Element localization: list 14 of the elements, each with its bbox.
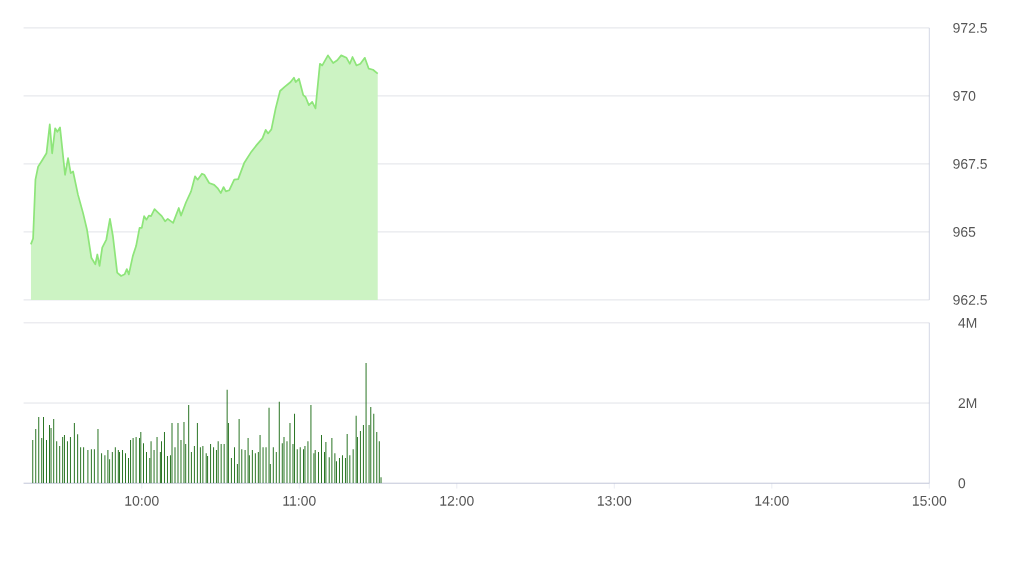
x-tick-label: 10:00 bbox=[125, 495, 159, 506]
y-tick-label: 967.5 bbox=[953, 159, 987, 169]
x-tick-label: 11:00 bbox=[283, 495, 316, 506]
x-tick-label: 12:00 bbox=[440, 495, 474, 506]
x-tick-label: 15:00 bbox=[912, 495, 947, 506]
y-tick-label: 965 bbox=[953, 227, 976, 237]
y-tick-label: 970 bbox=[953, 91, 976, 101]
y-tick-label: 4M bbox=[958, 318, 977, 328]
y-tick-label: 2M bbox=[958, 398, 977, 408]
y-tick-label: 972.5 bbox=[953, 23, 987, 33]
x-tick-label: 14:00 bbox=[755, 495, 789, 506]
x-tick-label: 13:00 bbox=[597, 495, 632, 506]
y-tick-label: 0 bbox=[958, 478, 966, 489]
y-tick-label: 962.5 bbox=[953, 295, 987, 305]
